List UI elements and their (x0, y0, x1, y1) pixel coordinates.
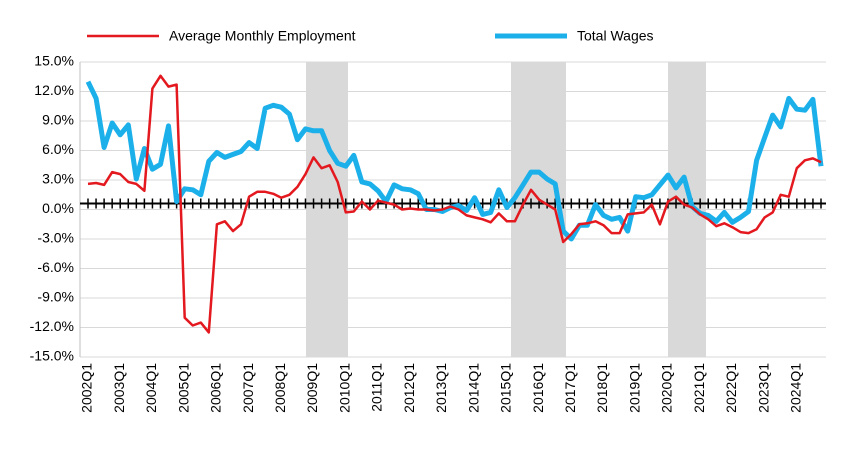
y-tick-label: -9.0% (37, 289, 74, 305)
legend-label: Average Monthly Employment (169, 28, 356, 44)
x-tick-label: 2010Q1 (336, 363, 352, 413)
x-tick-label: 2017Q1 (562, 363, 578, 413)
x-tick-label: 2022Q1 (723, 363, 739, 413)
x-tick-label: 2015Q1 (498, 363, 514, 413)
x-tick-label: 2008Q1 (272, 363, 288, 413)
series-line (85, 80, 824, 242)
x-tick-label: 2021Q1 (691, 363, 707, 413)
x-tick-label: 2013Q1 (433, 363, 449, 413)
series-line (87, 74, 822, 334)
y-tick-label: -3.0% (37, 230, 74, 246)
x-tick-label: 2009Q1 (304, 363, 320, 413)
x-tick-label: 2005Q1 (175, 363, 191, 413)
y-tick-label: 15.0% (34, 53, 74, 69)
x-tick-label: 2018Q1 (594, 363, 610, 413)
x-tick-label: 2016Q1 (530, 363, 546, 413)
y-tick-label: 9.0% (42, 112, 74, 128)
x-tick-label: 2012Q1 (401, 363, 417, 413)
x-tick-label: 2011Q1 (369, 363, 385, 412)
x-tick-label: 2003Q1 (111, 363, 127, 413)
y-tick-label: 6.0% (42, 141, 74, 157)
x-tick-label: 2023Q1 (755, 363, 771, 413)
legend-label: Total Wages (577, 28, 654, 44)
y-tick-label: 12.0% (34, 82, 74, 98)
x-tick-label: 2006Q1 (208, 363, 224, 413)
x-tick-label: 2004Q1 (143, 363, 159, 413)
x-tick-label: 2020Q1 (659, 363, 675, 413)
y-tick-label: 3.0% (42, 171, 74, 187)
y-tick-label: -12.0% (30, 318, 74, 334)
x-tick-label: 2024Q1 (788, 363, 804, 413)
y-tick-label: -6.0% (37, 259, 74, 275)
x-tick-label: 2007Q1 (240, 363, 256, 413)
y-tick-label: -15.0% (30, 348, 74, 364)
x-tick-label: 2019Q1 (626, 363, 642, 413)
y-tick-label: 0.0% (42, 200, 74, 216)
x-tick-label: 2014Q1 (465, 363, 481, 413)
x-tick-label: 2002Q1 (79, 363, 95, 413)
